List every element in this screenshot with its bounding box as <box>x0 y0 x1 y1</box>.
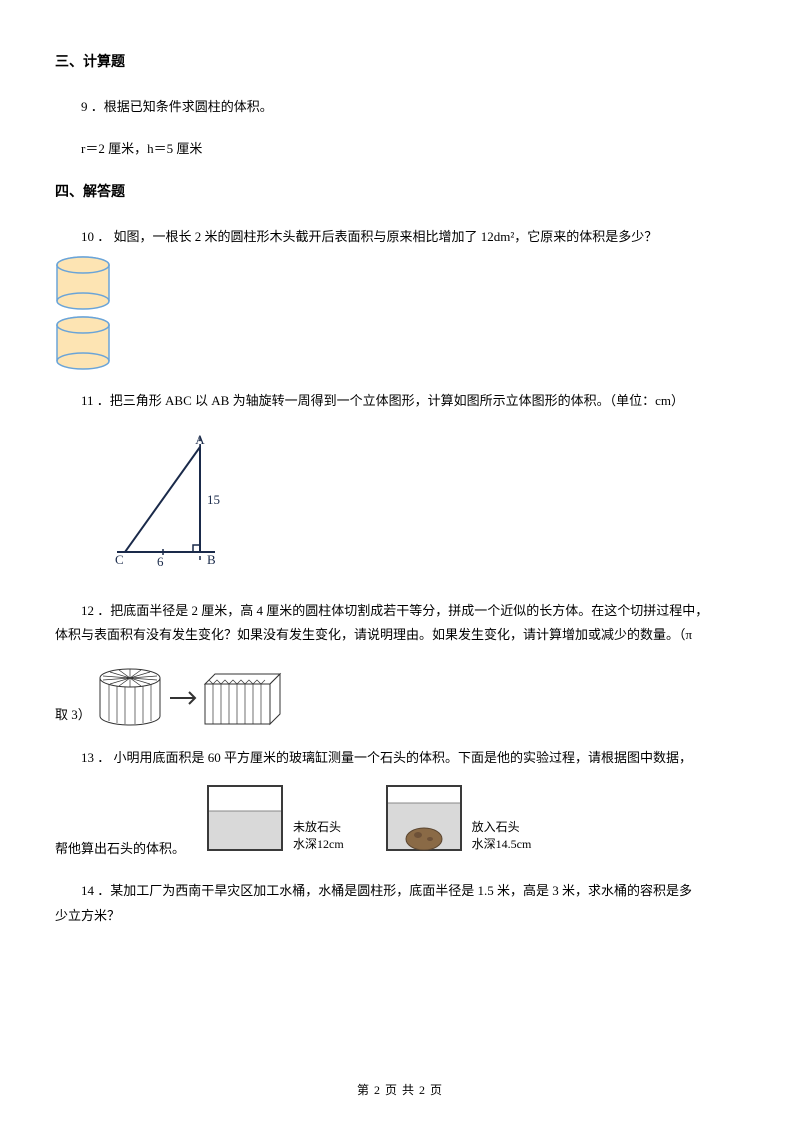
q10-block: 10 ． 如图，一根长 2 米的圆柱形木头截开后表面积与原来相比增加了 12dm… <box>55 225 745 372</box>
q12-block: 12 ．把底面半径是 2 厘米，高 4 厘米的圆柱体切割成若干等分，拼成一个近似… <box>55 599 745 728</box>
section-3-heading: 三、计算题 <box>55 50 745 77</box>
q13-body: 小明用底面积是 60 平方厘米的玻璃缸测量一个石头的体积。下面是他的实验过程，请… <box>114 750 693 765</box>
tank-2-group: 放入石头 水深14.5cm <box>384 783 532 853</box>
tank2-l1: 放入石头 <box>472 819 532 836</box>
tank-1-label: 未放石头 水深12cm <box>293 819 344 853</box>
label-C: C <box>115 552 124 567</box>
q14-text-1: 14 ．某加工厂为西南干旱灾区加工水桶，水桶是圆柱形，底面半径是 1.5 米，高… <box>55 879 745 904</box>
section-4-heading: 四、解答题 <box>55 180 745 207</box>
tank1-l1: 未放石头 <box>293 819 344 836</box>
q13-block: 13 ． 小明用底面积是 60 平方厘米的玻璃缸测量一个石头的体积。下面是他的实… <box>55 746 745 861</box>
q12-line-3: 取 3） <box>55 666 745 728</box>
q11-body: 把三角形 ABC 以 AB 为轴旋转一周得到一个立体图形，计算如图所示立体图形的… <box>110 393 684 408</box>
q12-body-3: 取 3） <box>55 703 91 728</box>
q11-figure: A B C 15 6 <box>115 432 745 581</box>
q11-num: 11 ． <box>81 393 110 408</box>
q11-block: 11 ．把三角形 ABC 以 AB 为轴旋转一周得到一个立体图形，计算如图所示立… <box>55 389 745 580</box>
q9-line1: 9 ．根据已知条件求圆柱的体积。 <box>55 95 745 120</box>
q13-num: 13 ． <box>81 750 114 765</box>
tank-2-label: 放入石头 水深14.5cm <box>472 819 532 853</box>
cylinder-top-icon <box>55 255 111 311</box>
q14-text-2: 少立方米？ <box>55 904 745 929</box>
tank-1-group: 未放石头 水深12cm <box>205 783 344 853</box>
q14-num: 14 ． <box>81 883 110 898</box>
tank-stone-icon <box>384 783 464 853</box>
label-B: B <box>207 552 216 567</box>
q12-text-2: 体积与表面积有没有发生变化？如果没有发生变化，请说明理由。如果发生变化，请计算增… <box>55 623 745 648</box>
q12-body-1: 把底面半径是 2 厘米，高 4 厘米的圆柱体切割成若干等分，拼成一个近似的长方体… <box>110 603 708 618</box>
q14-block: 14 ．某加工厂为西南干旱灾区加工水桶，水桶是圆柱形，底面半径是 1.5 米，高… <box>55 879 745 928</box>
q12-text-1: 12 ．把底面半径是 2 厘米，高 4 厘米的圆柱体切割成若干等分，拼成一个近似… <box>55 599 745 624</box>
tank-empty-icon <box>205 783 285 853</box>
q9-num: 9 ． <box>81 99 104 114</box>
triangle-icon: A B C 15 6 <box>115 432 255 572</box>
q9-given: r＝2 厘米，h＝5 厘米 <box>55 137 745 162</box>
tank2-l2: 水深14.5cm <box>472 836 532 853</box>
q13-text: 13 ． 小明用底面积是 60 平方厘米的玻璃缸测量一个石头的体积。下面是他的实… <box>55 746 745 771</box>
q10-body: 如图，一根长 2 米的圆柱形木头截开后表面积与原来相比增加了 12dm²，它原来… <box>114 229 658 244</box>
q9-text: 根据已知条件求圆柱的体积。 <box>104 99 273 114</box>
q12-num: 12 ． <box>81 603 110 618</box>
q10-figure <box>55 255 745 371</box>
label-15: 15 <box>207 492 220 507</box>
q14-body: 某加工厂为西南干旱灾区加工水桶，水桶是圆柱形，底面半径是 1.5 米，高是 3 … <box>110 883 692 898</box>
cylinder-bottom-icon <box>55 315 111 371</box>
q10-text: 10 ． 如图，一根长 2 米的圆柱形木头截开后表面积与原来相比增加了 12dm… <box>55 225 745 250</box>
page-footer: 第 2 页 共 2 页 <box>0 1079 800 1102</box>
q10-num: 10 ． <box>81 229 114 244</box>
label-6: 6 <box>157 554 164 569</box>
q13-figure-row: 未放石头 水深12cm 放入石头 水深14.5c <box>205 783 531 853</box>
tank1-l2: 水深12cm <box>293 836 344 853</box>
q11-text: 11 ．把三角形 ABC 以 AB 为轴旋转一周得到一个立体图形，计算如图所示立… <box>55 389 745 414</box>
label-A: A <box>195 432 205 447</box>
cylinder-to-cuboid-icon <box>95 666 285 728</box>
